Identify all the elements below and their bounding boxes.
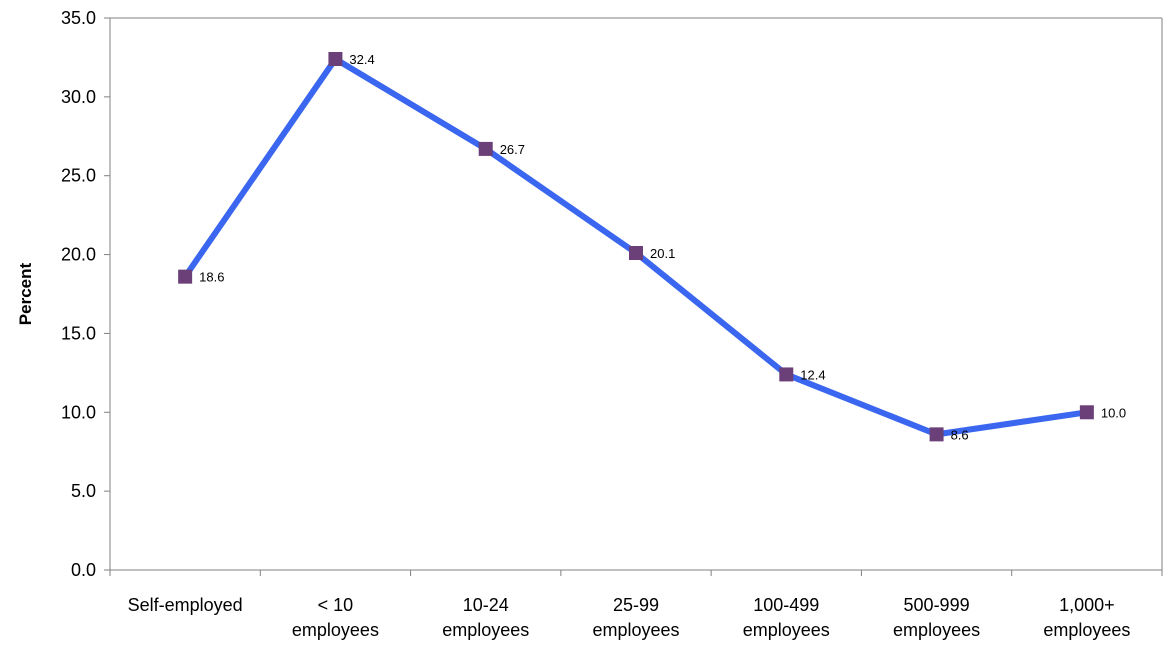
- data-label: 12.4: [800, 367, 825, 382]
- axes: [109, 17, 1163, 571]
- data-label: 26.7: [500, 142, 525, 157]
- y-tick-label: 30.0: [61, 87, 96, 107]
- x-tick-label: 1,000+ employees: [1043, 595, 1130, 640]
- x-tick-label: < 10 employees: [292, 595, 379, 640]
- x-tick-label: Self-employed: [128, 595, 243, 615]
- y-tick-label: 25.0: [61, 166, 96, 186]
- y-tick-label: 35.0: [61, 8, 96, 28]
- data-point-marker: [629, 245, 643, 260]
- data-point-marker: [478, 141, 493, 156]
- x-tick-label: 10-24 employees: [442, 595, 529, 640]
- y-tick-label: 20.0: [61, 245, 96, 265]
- x-tick-label: 500-999 employees: [893, 595, 980, 640]
- x-axis-ticks: Self-employed < 10 employees 10-24 employees…: [109, 570, 1163, 640]
- y-tick-label: 15.0: [61, 323, 96, 343]
- data-point-marker: [929, 427, 944, 442]
- y-axis-ticks: 0.0 5.0 10.0 15.0 20.0 25.0 30.0 35.0: [61, 8, 110, 580]
- y-tick-label: 0.0: [71, 560, 96, 580]
- data-label: 10.0: [1101, 405, 1126, 420]
- data-labels: 18.6 32.4 26.7 20.1 12.4 8.6 10.0: [199, 52, 1126, 442]
- data-label: 20.1: [650, 246, 675, 261]
- data-point-marker: [328, 52, 343, 67]
- y-tick-label: 10.0: [61, 402, 96, 422]
- data-label: 32.4: [349, 52, 374, 67]
- x-tick-label: 100-499 employees: [743, 595, 830, 640]
- data-point-marker: [1079, 405, 1094, 420]
- series: [178, 52, 1094, 442]
- y-axis-label: Percent: [16, 262, 35, 325]
- x-tick-label: 25-99 employees: [592, 595, 679, 640]
- y-tick-label: 5.0: [71, 481, 96, 501]
- data-label: 8.6: [951, 427, 969, 442]
- data-label: 18.6: [199, 270, 224, 285]
- data-point-marker: [779, 367, 794, 382]
- data-point-marker: [178, 269, 193, 284]
